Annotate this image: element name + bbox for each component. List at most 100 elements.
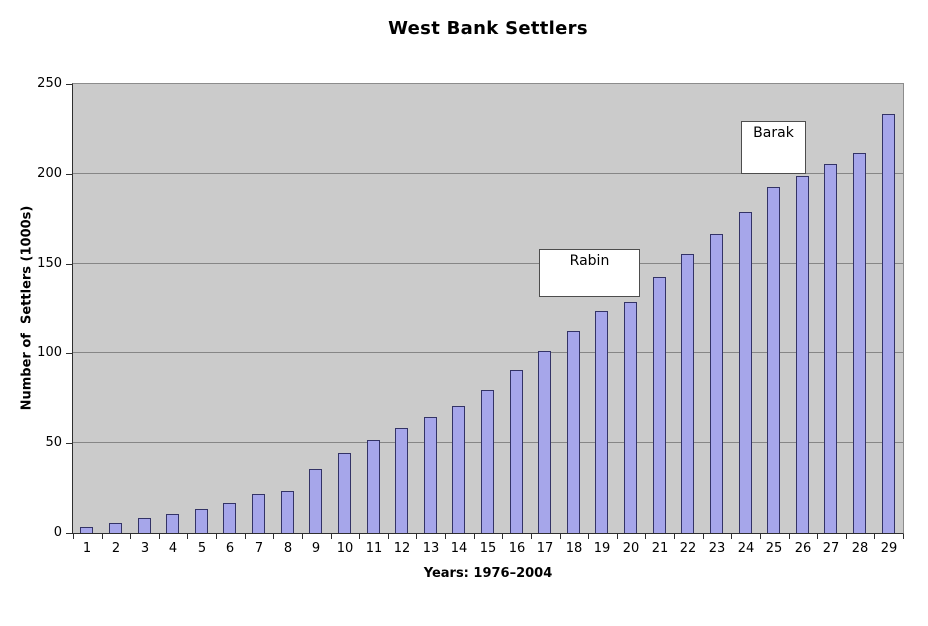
x-tick-label-6: 6: [225, 541, 235, 556]
x-tick-28: [874, 534, 875, 539]
y-tick-150: [66, 264, 72, 265]
x-tick-label-22: 22: [679, 541, 697, 556]
bar-9: [309, 469, 322, 533]
bar-2: [109, 523, 122, 533]
y-tick-200: [66, 174, 72, 175]
x-tick-label-1: 1: [82, 541, 92, 556]
x-tick-label-27: 27: [822, 541, 840, 556]
x-tick-6: [245, 534, 246, 539]
x-tick-label-25: 25: [765, 541, 783, 556]
x-tick-13: [445, 534, 446, 539]
x-tick-27: [846, 534, 847, 539]
y-tick-0: [66, 533, 72, 534]
bar-5: [195, 509, 208, 533]
x-tick-label-2: 2: [111, 541, 121, 556]
x-tick-11: [388, 534, 389, 539]
bar-16: [510, 370, 523, 533]
x-tick-23: [731, 534, 732, 539]
x-tick-20: [645, 534, 646, 539]
x-tick-label-10: 10: [336, 541, 354, 556]
x-tick-label-24: 24: [737, 541, 755, 556]
y-tick-100: [66, 353, 72, 354]
x-tick-21: [674, 534, 675, 539]
bar-21: [653, 277, 666, 533]
bar-28: [853, 153, 866, 533]
x-tick-22: [703, 534, 704, 539]
x-tick-1: [102, 534, 103, 539]
bar-22: [681, 254, 694, 533]
y-tick-50: [66, 443, 72, 444]
x-tick-18: [588, 534, 589, 539]
y-tick-label-200: 200: [37, 166, 62, 181]
x-tick-7: [273, 534, 274, 539]
x-tick-label-5: 5: [197, 541, 207, 556]
bar-23: [710, 234, 723, 533]
annotation-rabin: Rabin: [539, 249, 640, 297]
y-tick-label-50: 50: [45, 435, 62, 450]
x-tick-5: [216, 534, 217, 539]
annotation-barak: Barak: [741, 121, 806, 174]
x-tick-25: [789, 534, 790, 539]
x-tick-3: [159, 534, 160, 539]
annotation-label-barak: Barak: [753, 125, 794, 141]
gridline-100: [73, 352, 903, 353]
y-tick-label-0: 0: [53, 525, 62, 540]
x-tick-8: [302, 534, 303, 539]
bar-3: [138, 518, 151, 533]
x-tick-17: [560, 534, 561, 539]
x-tick-label-12: 12: [393, 541, 411, 556]
x-tick-10: [359, 534, 360, 539]
bar-8: [281, 491, 294, 533]
gridline-200: [73, 173, 903, 174]
x-tick-label-19: 19: [593, 541, 611, 556]
x-tick-label-17: 17: [536, 541, 554, 556]
x-tick-label-18: 18: [565, 541, 583, 556]
bar-1: [80, 527, 93, 533]
x-tick-label-23: 23: [708, 541, 726, 556]
bar-18: [567, 331, 580, 533]
bar-25: [767, 187, 780, 533]
x-tick-label-3: 3: [140, 541, 150, 556]
x-tick-19: [617, 534, 618, 539]
bar-20: [624, 302, 637, 533]
chart-title: West Bank Settlers: [388, 18, 588, 39]
x-tick-label-21: 21: [651, 541, 669, 556]
x-tick-label-4: 4: [168, 541, 178, 556]
x-tick-label-26: 26: [794, 541, 812, 556]
x-tick-label-9: 9: [311, 541, 321, 556]
x-tick-2: [130, 534, 131, 539]
gridline-150: [73, 263, 903, 264]
bar-14: [452, 406, 465, 533]
x-tick-label-11: 11: [365, 541, 383, 556]
bar-17: [538, 351, 551, 533]
bar-10: [338, 453, 351, 533]
bar-12: [395, 428, 408, 533]
bar-24: [739, 212, 752, 533]
bar-26: [796, 176, 809, 533]
bar-11: [367, 440, 380, 533]
bar-15: [481, 390, 494, 533]
x-tick-29: [903, 534, 904, 539]
x-axis-label: Years: 1976–2004: [423, 566, 553, 581]
y-tick-250: [66, 84, 72, 85]
x-tick-0: [73, 534, 74, 539]
x-tick-label-20: 20: [622, 541, 640, 556]
x-tick-label-15: 15: [479, 541, 497, 556]
y-tick-label-100: 100: [37, 345, 62, 360]
y-axis-label: Number of Settlers (1000s): [19, 205, 35, 411]
bar-19: [595, 311, 608, 533]
x-tick-24: [760, 534, 761, 539]
x-tick-label-13: 13: [422, 541, 440, 556]
x-tick-26: [817, 534, 818, 539]
x-tick-12: [416, 534, 417, 539]
x-tick-15: [502, 534, 503, 539]
bar-4: [166, 514, 179, 533]
x-tick-label-28: 28: [851, 541, 869, 556]
annotation-label-rabin: Rabin: [569, 253, 610, 269]
x-tick-label-7: 7: [254, 541, 264, 556]
x-tick-14: [474, 534, 475, 539]
x-tick-label-8: 8: [283, 541, 293, 556]
x-tick-label-14: 14: [450, 541, 468, 556]
x-tick-16: [531, 534, 532, 539]
x-tick-label-29: 29: [880, 541, 898, 556]
